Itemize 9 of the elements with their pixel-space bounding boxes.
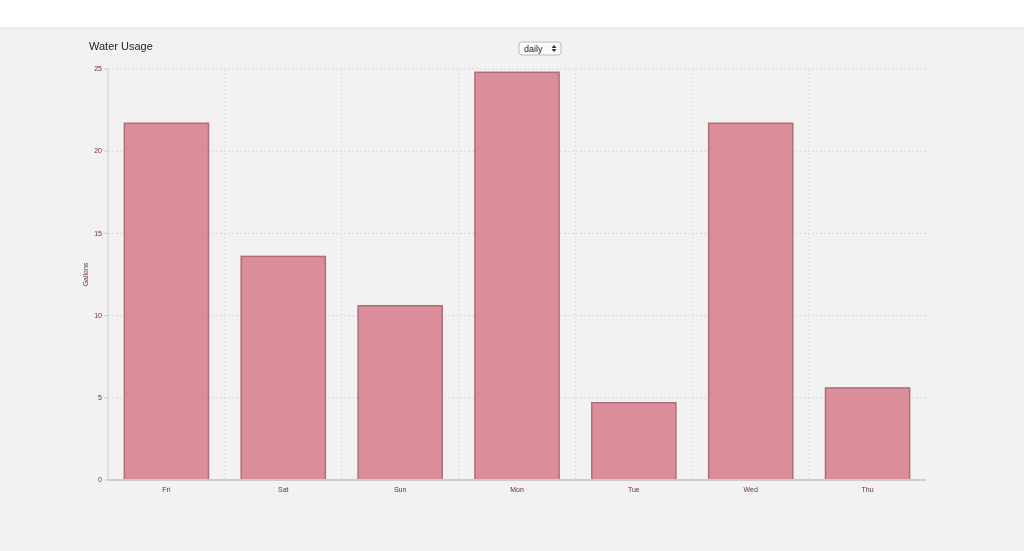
bar (591, 401, 677, 481)
bar (240, 255, 327, 481)
bar (123, 122, 210, 481)
bar (474, 71, 560, 481)
bar (824, 387, 911, 481)
bar (707, 122, 794, 481)
dropdown-menu: daily (518, 41, 562, 56)
chart-title: Water Usage (89, 40, 153, 52)
bar (357, 304, 443, 481)
